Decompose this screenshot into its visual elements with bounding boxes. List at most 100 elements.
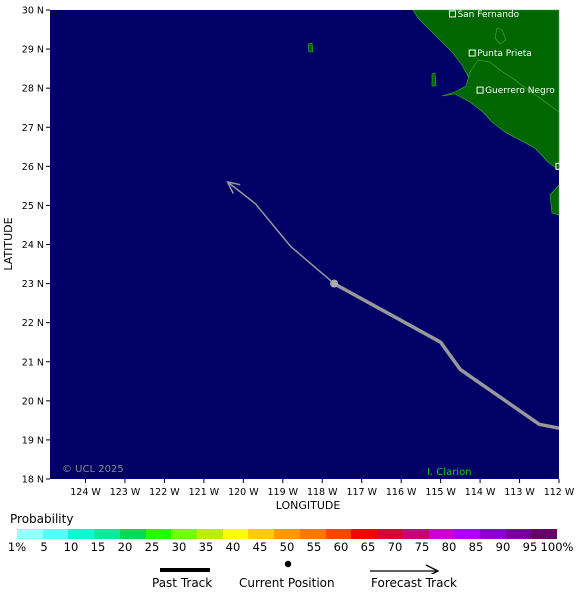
lon-tick-label: 115 W xyxy=(425,487,456,498)
place-markers: San Fernando Punta Prieta Guerrero Negro La… xyxy=(448,10,580,172)
key-current-position: Current Position xyxy=(232,560,352,596)
lat-tick-label: 21 N xyxy=(22,357,44,368)
lat-tick-label: 23 N xyxy=(22,279,44,290)
scale-label: 65 xyxy=(360,540,376,554)
scale-label: 30 xyxy=(171,540,187,554)
key-past-track: Past Track xyxy=(140,560,230,596)
scale-swatch xyxy=(94,529,120,539)
scale-swatch xyxy=(222,529,249,539)
lat-tick-label: 19 N xyxy=(22,435,44,446)
scale-swatch xyxy=(428,529,455,539)
lon-tick-label: 117 W xyxy=(346,487,377,498)
lon-tick-label: 122 W xyxy=(149,487,180,498)
storm-tracks xyxy=(226,180,560,430)
forecast-arrow-head xyxy=(226,180,241,194)
place-marker xyxy=(476,86,484,94)
storm-track-map: 30 N 29 N 28 N 27 N 26 N 25 N 24 N 23 N 22 N 21 N… xyxy=(2,5,580,510)
scale-label: 100% xyxy=(540,540,574,554)
scale-swatch xyxy=(402,529,429,539)
scale-swatch xyxy=(197,529,223,539)
scale-swatch xyxy=(274,529,300,539)
scale-label: 55 xyxy=(306,540,322,554)
lat-tick-label: 18 N xyxy=(22,475,44,486)
current-position-marker xyxy=(330,279,339,288)
past-track-line xyxy=(333,282,560,430)
y-axis-title: LATITUDE xyxy=(2,217,15,270)
scale-label: 35 xyxy=(198,540,214,554)
scale-swatch xyxy=(454,529,480,539)
scale-swatch xyxy=(119,529,146,539)
place-marker xyxy=(555,162,563,170)
scale-swatch xyxy=(299,529,326,539)
place-label: Punta Prieta xyxy=(477,49,532,59)
key-past-label: Past Track xyxy=(152,576,213,590)
scale-label: 20 xyxy=(117,540,133,554)
lon-tick-label: 124 W xyxy=(70,487,101,498)
lat-tick-label: 27 N xyxy=(22,123,44,134)
scale-label: 25 xyxy=(144,540,160,554)
scale-label: 40 xyxy=(225,540,241,554)
lat-tick-label: 30 N xyxy=(22,6,44,17)
scale-label: 90 xyxy=(495,540,511,554)
lon-tick-label: 123 W xyxy=(110,487,141,498)
copyright-label: © UCL 2025 xyxy=(62,464,124,475)
land-shape xyxy=(307,42,314,53)
probability-scale-labels: 1% 5 10 15 20 25 30 35 40 45 50 55 60 65 70 75 80 85 90 95 1… xyxy=(0,540,580,554)
lon-tick-label: 113 W xyxy=(504,487,535,498)
land-baja-california xyxy=(307,9,560,216)
probability-color-scale xyxy=(17,529,558,539)
scale-swatch xyxy=(248,529,275,539)
scale-label: 80 xyxy=(441,540,457,554)
scale-label: 1% xyxy=(7,540,27,554)
latitude-ticks: 30 N 29 N 28 N 27 N 26 N 25 N 24 N 23 N 22 N 21 N… xyxy=(22,6,50,486)
x-axis-title: LONGITUDE xyxy=(276,499,341,510)
lon-tick-label: 118 W xyxy=(307,487,338,498)
scale-swatch xyxy=(351,529,378,539)
lat-tick-label: 26 N xyxy=(22,162,44,173)
land-shape xyxy=(431,72,437,87)
key-forecast-track: Forecast Track xyxy=(360,560,470,596)
lon-tick-label: 121 W xyxy=(189,487,220,498)
land-shape xyxy=(494,27,507,45)
lon-tick-label: 119 W xyxy=(268,487,299,498)
legend-title: Probability xyxy=(10,512,74,526)
place-label: La Poza xyxy=(564,162,580,172)
scale-swatch xyxy=(479,529,506,539)
forecast-track-line xyxy=(227,181,335,285)
lat-tick-label: 29 N xyxy=(22,45,44,56)
scale-label: 75 xyxy=(414,540,430,554)
key-current-label: Current Position xyxy=(239,576,335,590)
scale-swatch xyxy=(68,529,95,539)
scale-label: 60 xyxy=(333,540,349,554)
lon-tick-label: 120 W xyxy=(228,487,259,498)
lon-tick-label: 116 W xyxy=(386,487,417,498)
key-forecast-label: Forecast Track xyxy=(371,576,457,590)
scale-swatch xyxy=(531,529,558,539)
lon-tick-label: 114 W xyxy=(465,487,496,498)
lat-tick-label: 25 N xyxy=(22,201,44,212)
place-marker xyxy=(448,10,456,18)
scale-label: 70 xyxy=(387,540,403,554)
scale-label: 95 xyxy=(522,540,538,554)
scale-swatch xyxy=(145,529,172,539)
scale-swatch xyxy=(325,529,352,539)
scale-swatch xyxy=(17,529,43,539)
scale-label: 50 xyxy=(279,540,295,554)
land-shape xyxy=(549,184,560,216)
scale-swatch xyxy=(377,529,403,539)
lat-tick-label: 24 N xyxy=(22,240,44,251)
lat-tick-label: 20 N xyxy=(22,396,44,407)
land-shape xyxy=(441,59,560,171)
scale-swatch xyxy=(171,529,198,539)
scale-label: 85 xyxy=(468,540,484,554)
place-label: Guerrero Negro xyxy=(485,86,555,96)
scale-swatch xyxy=(42,529,69,539)
lat-tick-label: 28 N xyxy=(22,84,44,95)
storm-name-label: I. Clarion xyxy=(427,467,472,478)
place-marker xyxy=(468,49,476,57)
lon-tick-label: 112 W xyxy=(544,487,575,498)
scale-label: 45 xyxy=(252,540,268,554)
scale-label: 15 xyxy=(90,540,106,554)
scale-label: 5 xyxy=(40,540,48,554)
scale-swatch xyxy=(505,529,532,539)
